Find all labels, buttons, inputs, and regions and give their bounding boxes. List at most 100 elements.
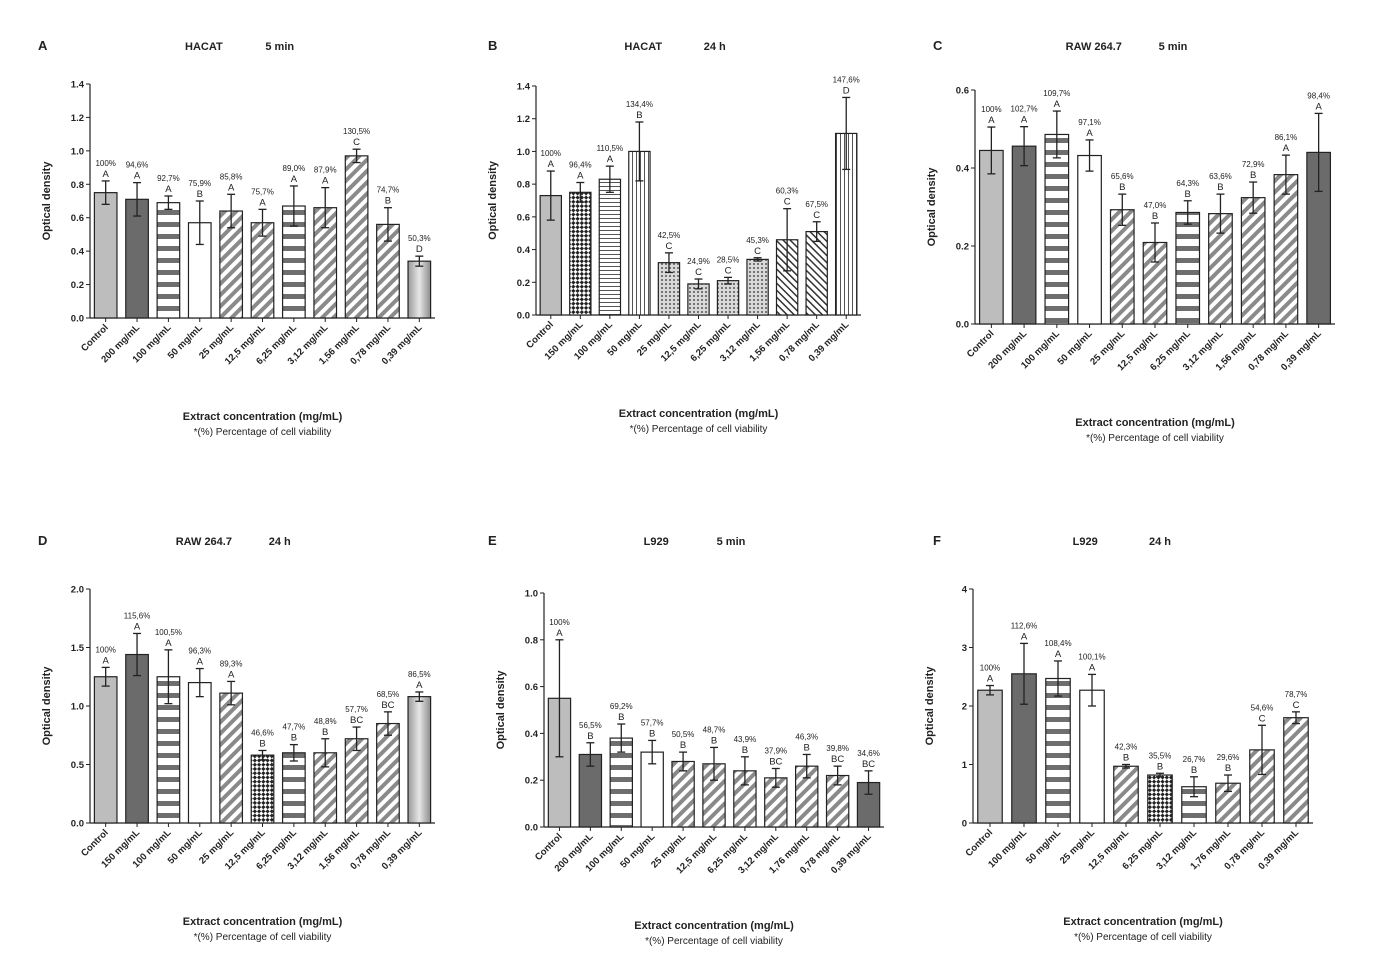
y-tick-label: 0.5 [71,760,85,771]
bar [187,682,212,824]
bar [1273,174,1299,325]
percent-label: 100,5% [155,628,182,637]
y-tick-label: 1.0 [525,589,538,600]
y-tick-label: 0.8 [517,180,530,191]
chart-svg: B HACAT 24 h 0.0 0.2 0.4 0.6 0.8 1.0 1.2 1.4 Optica… [487,38,861,435]
significance-letter: B [291,733,297,744]
percent-label: 64,3% [1176,179,1199,188]
bar [716,280,740,316]
percent-label: 75,7% [251,187,274,196]
y-tick-label: 1.0 [71,702,84,713]
significance-letter: B [742,745,748,756]
chart-panel-a: A HACAT 5 min 0.0 0.2 0.4 0.6 0.8 1.0 1.2 1.4 Optic… [30,30,450,450]
bar [1077,154,1102,325]
significance-letter: B [197,189,203,200]
bar [407,696,432,824]
x-tick-label: Control [963,827,995,859]
y-tick-label: 0.4 [517,245,531,256]
bar [93,676,118,824]
y-tick-label: 0.6 [525,682,538,693]
bar [1044,133,1070,325]
percent-label: 102,7% [1011,105,1038,114]
x-axis-label: Extract concentration (mg/mL) [183,411,343,423]
panel-letter: B [488,38,497,53]
significance-letter: C [666,241,673,252]
chart-svg: D RAW 264.7 24 h 0.0 0.5 1.0 1.5 2.0 Optical den… [38,533,435,943]
percent-label: 86,5% [408,670,431,679]
y-tick-label: 0.4 [956,164,970,175]
significance-letter: A [322,176,329,187]
panel-title-time: 5 min [265,41,294,53]
bar [1175,211,1201,325]
y-tick-label: 4 [962,585,968,596]
y-axis-label: Optical density [495,670,507,750]
significance-letter: BC [381,700,394,711]
significance-letter: A [556,628,563,639]
bar [250,222,275,319]
percent-label: 100% [549,618,569,627]
y-tick-label: 3 [962,643,967,654]
y-tick-label: 0.0 [956,320,969,331]
y-axis-label: Optical density [487,160,499,240]
significance-letter: A [291,174,298,185]
y-tick-label: 0.2 [956,242,969,253]
x-tick-label: Control [79,827,111,859]
y-tick-label: 0.2 [71,280,84,291]
y-axis-label: Optical density [926,167,938,247]
percent-label: 28,5% [717,255,740,264]
significance-letter: B [1217,182,1223,193]
significance-letter: C [754,246,761,257]
percent-label: 97,1% [1078,118,1101,127]
percent-label: 69,2% [610,702,633,711]
x-axis-label: Extract concentration (mg/mL) [183,916,343,928]
chart-svg: E L929 5 min 0.0 0.2 0.4 0.6 0.8 1.0 Optical dens… [488,533,884,947]
percent-label: 72,9% [1242,160,1265,169]
y-axis-label: Optical density [41,666,53,746]
y-tick-label: 1 [962,760,968,771]
viability-note: *(%) Percentage of cell viability [1086,433,1224,444]
bar [1011,145,1037,325]
panel-title-time: 24 h [269,536,291,548]
x-axis-label: Extract concentration (mg/mL) [1075,417,1235,429]
y-tick-label: 0.8 [71,180,84,191]
significance-letter: A [228,182,235,193]
significance-letter: A [987,674,994,685]
bar [344,155,369,319]
y-tick-label: 0.0 [71,314,84,325]
y-tick-label: 0.8 [525,635,538,646]
significance-letter: A [1055,649,1062,660]
significance-letter: A [1021,631,1028,642]
bar [93,192,118,319]
significance-letter: A [1089,662,1096,673]
significance-letter: A [1021,115,1028,126]
bar [977,689,1003,824]
panel-title-cell-line: RAW 264.7 [1066,41,1122,53]
percent-label: 34,6% [857,749,880,758]
significance-letter: A [1315,101,1322,112]
bar [1283,717,1309,824]
percent-label: 134,4% [626,100,653,109]
chart-svg: A HACAT 5 min 0.0 0.2 0.4 0.6 0.8 1.0 1.2 1.4 Optic… [38,38,435,438]
significance-letter: B [1123,753,1129,764]
significance-letter: B [711,735,717,746]
percent-label: 87,9% [314,166,337,175]
percent-label: 85,8% [220,172,243,181]
percent-label: 96,4% [569,161,592,170]
significance-letter: B [804,742,810,753]
percent-label: 75,9% [188,179,211,188]
bar [1079,689,1105,824]
x-axis-label: Extract concentration (mg/mL) [634,920,794,932]
significance-letter: B [322,727,328,738]
percent-label: 50,5% [672,730,695,739]
y-tick-label: 1.4 [517,82,531,93]
percent-label: 56,5% [579,721,602,730]
x-tick-label: 50 mg/mL [1024,827,1063,866]
percent-label: 47,0% [1144,201,1167,210]
percent-label: 39,8% [826,744,849,753]
significance-letter: BC [350,715,363,726]
viability-note: *(%) Percentage of cell viability [194,427,332,438]
percent-label: 92,7% [157,174,180,183]
significance-letter: A [103,655,110,666]
y-axis-label: Optical density [41,161,53,241]
